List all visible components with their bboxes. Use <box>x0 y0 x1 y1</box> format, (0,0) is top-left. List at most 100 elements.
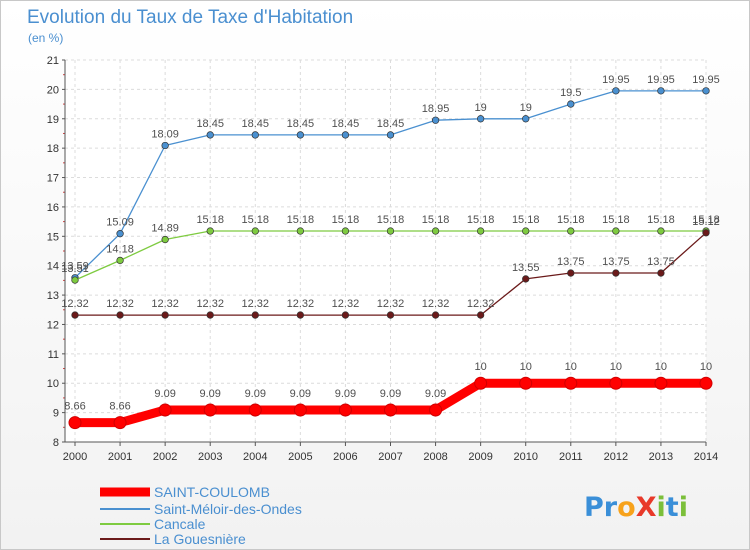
data-point <box>476 311 485 319</box>
x-tick-label: 2006 <box>333 451 357 463</box>
x-tick-label: 2012 <box>604 451 628 463</box>
data-point <box>293 403 307 417</box>
data-point <box>702 87 710 95</box>
data-label: 15.18 <box>422 214 450 226</box>
data-point <box>341 227 350 235</box>
data-label: 12.32 <box>61 298 89 310</box>
data-label: 12.32 <box>151 298 179 310</box>
x-tick-label: 2000 <box>63 451 87 463</box>
y-tick-label: 19 <box>47 114 59 126</box>
data-label: 13.51 <box>61 263 89 275</box>
y-tick-label: 9 <box>53 408 59 420</box>
data-point <box>341 131 350 139</box>
data-label: 9.09 <box>425 388 446 400</box>
data-label: 14.89 <box>151 223 179 235</box>
y-tick-label: 16 <box>47 202 59 214</box>
data-point <box>71 276 79 284</box>
data-point <box>609 376 623 390</box>
data-label: 9.09 <box>245 388 266 400</box>
chart-title: Evolution du Taux de Taxe d'Habitation <box>27 7 354 28</box>
data-label: 9.09 <box>290 388 311 400</box>
x-tick-label: 2010 <box>513 451 537 463</box>
data-point <box>654 376 668 390</box>
data-point <box>116 311 124 319</box>
data-point <box>113 416 127 430</box>
data-point <box>251 311 259 319</box>
x-tick-label: 2009 <box>468 451 492 463</box>
data-point <box>203 403 217 417</box>
data-point <box>116 256 124 265</box>
legend-label: Saint-Méloir-des-Ondes <box>154 501 302 517</box>
x-tick-label: 2008 <box>423 451 447 463</box>
data-point <box>296 131 305 139</box>
data-label: 12.32 <box>196 298 224 310</box>
data-label: 15.18 <box>602 214 630 226</box>
data-label: 9.09 <box>380 388 401 400</box>
data-point <box>251 131 259 139</box>
data-label: 15.18 <box>557 214 585 226</box>
y-tick-label: 14 <box>47 261 59 273</box>
data-point <box>248 403 262 417</box>
data-label: 15.12 <box>692 216 720 228</box>
y-tick-label: 18 <box>47 143 59 155</box>
data-point <box>476 115 485 123</box>
data-label: 18.45 <box>242 118 270 130</box>
data-label: 12.32 <box>377 298 405 310</box>
data-point <box>657 227 665 235</box>
data-point <box>522 115 530 123</box>
legend-label: Cancale <box>154 516 206 532</box>
data-label: 10 <box>475 361 487 373</box>
data-point <box>474 376 488 390</box>
y-tick-label: 12 <box>47 319 59 331</box>
data-label: 12.32 <box>422 298 450 310</box>
x-tick-label: 2007 <box>378 451 402 463</box>
data-label: 15.09 <box>106 217 134 229</box>
data-point <box>612 227 620 235</box>
data-point <box>251 227 259 235</box>
data-label: 19.95 <box>647 74 675 86</box>
data-label: 18.95 <box>422 103 450 115</box>
x-tick-label: 2002 <box>153 451 177 463</box>
data-point <box>206 131 214 139</box>
data-label: 18.45 <box>196 118 224 130</box>
data-label: 19.95 <box>692 74 720 86</box>
y-tick-label: 15 <box>47 231 59 243</box>
data-label: 9.09 <box>154 388 175 400</box>
data-point <box>431 227 440 235</box>
data-label: 18.09 <box>151 129 179 141</box>
data-point <box>386 311 395 319</box>
data-point <box>567 227 575 235</box>
data-point <box>702 229 710 237</box>
data-point <box>519 376 533 390</box>
data-label: 15.18 <box>377 214 405 226</box>
x-tick-label: 2004 <box>243 451 267 463</box>
data-point <box>296 227 305 235</box>
data-point <box>699 376 713 390</box>
data-point <box>386 131 395 139</box>
data-point <box>431 116 440 124</box>
data-point <box>158 403 172 417</box>
data-point <box>567 100 575 108</box>
x-tick-label: 2014 <box>694 451 718 463</box>
data-label: 15.18 <box>196 214 224 226</box>
data-label: 8.66 <box>64 401 85 413</box>
data-point <box>476 227 485 235</box>
data-point <box>386 227 395 235</box>
x-tick-label: 2013 <box>649 451 673 463</box>
data-point <box>161 311 169 319</box>
y-tick-label: 20 <box>47 84 59 96</box>
chart-subtitle: (en %) <box>28 31 64 45</box>
x-tick-label: 2011 <box>559 451 583 463</box>
y-tick-label: 13 <box>47 290 59 302</box>
data-point <box>657 269 665 277</box>
data-point <box>161 141 169 150</box>
data-label: 13.55 <box>512 262 540 274</box>
y-tick-label: 8 <box>53 437 59 449</box>
data-point <box>296 311 305 319</box>
data-point <box>161 235 169 244</box>
data-label: 12.32 <box>332 298 360 310</box>
data-label: 19.95 <box>602 74 630 86</box>
data-label: 14.18 <box>106 243 134 255</box>
data-label: 15.18 <box>647 214 675 226</box>
